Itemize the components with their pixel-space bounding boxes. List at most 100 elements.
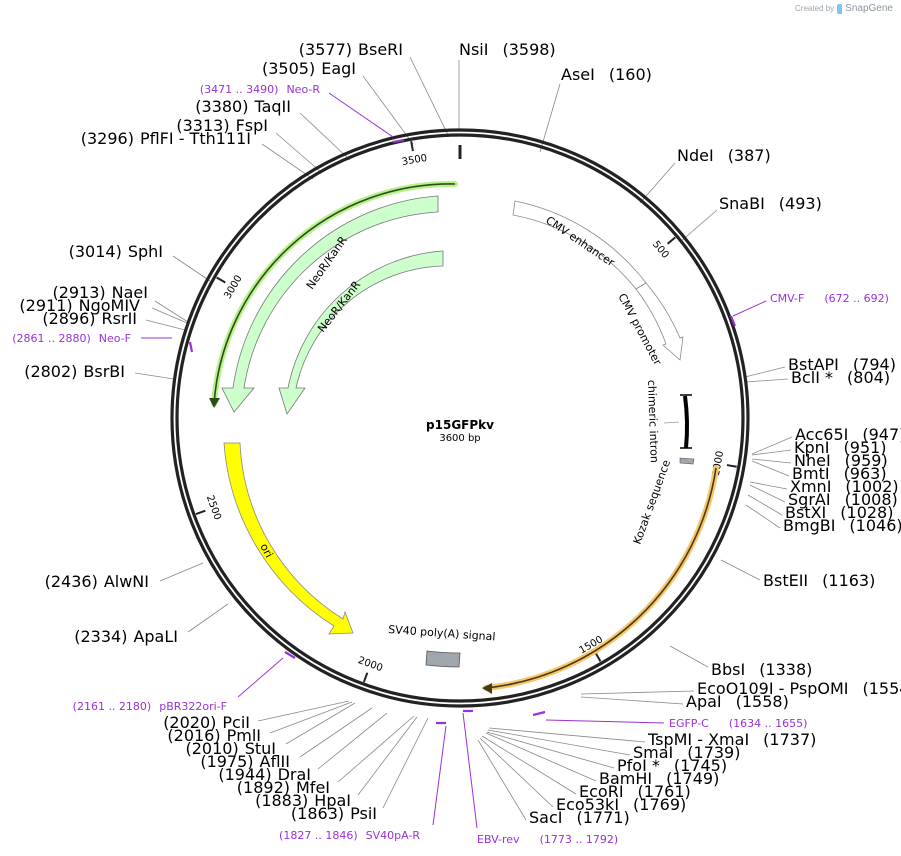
feature-neor-highlight[interactable] — [209, 180, 458, 408]
restriction-site-pcii[interactable]: (2020) PciI — [163, 713, 250, 732]
primer-egfp-c[interactable]: EGFP-C (1634 .. 1655) — [532, 710, 807, 730]
restriction-site-eco53ki[interactable]: Eco53kI (1769) — [556, 795, 686, 814]
feature-ori[interactable]: ori — [223, 442, 354, 635]
tick-mark — [726, 464, 737, 468]
restriction-site-pfoi-[interactable]: PfoI * (1745) — [617, 756, 727, 775]
site-label: (2334) ApaLI — [74, 627, 178, 646]
restriction-site-nhei[interactable]: NheI (959) — [794, 451, 888, 470]
site-leader-line — [487, 729, 631, 756]
plasmid-backbone — [170, 128, 750, 708]
plasmid-name: p15GFPkv — [426, 418, 494, 432]
restriction-site-smai[interactable]: SmaI (1739) — [633, 743, 740, 762]
restriction-site-tspmi-xmai[interactable]: TspMI - XmaI (1737) — [647, 730, 816, 749]
primer-pbr322ori-f[interactable]: (2161 .. 2180) pBR322ori-F — [73, 651, 296, 713]
restriction-site-kpni[interactable]: KpnI (951) — [794, 438, 887, 457]
site-leader-line — [669, 645, 709, 668]
restriction-site-sphi[interactable]: (3014) SphI — [69, 242, 163, 261]
tick-mark — [594, 652, 602, 662]
restriction-site-apai[interactable]: ApaI (1558) — [686, 692, 789, 711]
feature-kozak-sequence[interactable]: Kozak sequence — [631, 457, 695, 546]
restriction-site-bmti[interactable]: BmtI (963) — [792, 464, 887, 483]
feature-sv40-polya[interactable]: SV40 poly(A) signal — [388, 623, 496, 668]
restriction-site-alwni[interactable]: (2436) AlwNI — [45, 572, 149, 591]
feature-cmv-enhancer[interactable]: CMV enhancer — [512, 200, 647, 290]
restriction-site-sgrai[interactable]: SgrAI (1008) — [788, 490, 898, 509]
primer-leader-line — [237, 657, 284, 698]
site-label: (1863) PsiI — [291, 804, 377, 823]
restriction-site-hpai[interactable]: (1883) HpaI — [255, 791, 351, 810]
leader-lines — [134, 56, 793, 821]
restriction-site-psii[interactable]: (1863) PsiI — [291, 804, 377, 823]
site-label: (3577) BseRI — [299, 40, 403, 59]
restriction-site-ngomiv[interactable]: (2911) NgoMIV — [19, 296, 140, 315]
site-leader-line — [749, 484, 786, 503]
feature-egfp-highlight[interactable] — [482, 465, 719, 694]
feature-chimeric-intron[interactable]: chimeric intron — [645, 380, 692, 463]
restriction-site-bseri[interactable]: (3577) BseRI — [299, 40, 403, 59]
primer-binding-mark-icon — [392, 138, 405, 144]
restriction-site-mfei[interactable]: (1892) MfeI — [237, 778, 330, 797]
site-label: SacI (1771) — [529, 808, 630, 827]
restriction-site-saci[interactable]: SacI (1771) — [529, 808, 630, 827]
site-label: (2010) StuI — [186, 739, 277, 758]
primer-cmv-f[interactable]: CMV-F (672 .. 692) — [729, 292, 889, 327]
site-leader-line — [261, 143, 314, 180]
site-label: NheI (959) — [794, 451, 888, 470]
primer-neo-r[interactable]: (3471 .. 3490) Neo-R — [200, 83, 405, 144]
restriction-site-naei[interactable]: (2913) NaeI — [52, 283, 148, 302]
site-label: PfoI * (1745) — [617, 756, 727, 775]
restriction-site-bsteii[interactable]: BstEII (1163) — [763, 571, 875, 590]
egfp-arrowhead-icon — [482, 683, 492, 694]
restriction-site-bbsi[interactable]: BbsI (1338) — [711, 660, 812, 679]
feature-neor-kanr-outer[interactable]: NeoR/KanR — [221, 195, 439, 413]
primer-binding-mark-icon — [532, 710, 546, 717]
restriction-site-nsii[interactable]: NsiI (3598) — [459, 40, 556, 59]
restriction-site-bamhi[interactable]: BamHI (1749) — [599, 769, 719, 788]
restriction-site-ecori[interactable]: EcoRI (1761) — [579, 782, 691, 801]
restriction-site-bcli-[interactable]: BclI * (804) — [791, 368, 890, 387]
restriction-site-bsrbi[interactable]: (2802) BsrBI — [24, 362, 125, 381]
site-label: (1944) DraI — [218, 765, 311, 784]
primer-sv40pa-r[interactable]: (1827 .. 1846) SV40pA-R — [279, 721, 447, 842]
site-leader-line — [745, 378, 789, 383]
primer-markers: CMV-F (672 .. 692) EGFP-C (1634 .. 1655) EBV… — [12, 83, 889, 846]
restriction-site-taqii[interactable]: (3380) TaqII — [195, 97, 291, 116]
primer-label: (2861 .. 2880) Neo-F — [12, 332, 131, 345]
restriction-site-pflfi-tth111i[interactable]: (3296) PflFI - Tth111I — [81, 129, 251, 148]
site-leader-line — [751, 436, 793, 455]
site-label: BbsI (1338) — [711, 660, 812, 679]
site-label: (1883) HpaI — [255, 791, 351, 810]
restriction-site-rsrii[interactable]: (2896) RsrII — [42, 309, 137, 328]
site-leader-line — [580, 696, 684, 705]
primer-label: (2161 .. 2180) pBR322ori-F — [73, 700, 227, 713]
primer-ebv-rev[interactable]: EBV-rev (1773 .. 1792) — [462, 709, 618, 846]
restriction-site-pmli[interactable]: (2016) PmlI — [167, 726, 261, 745]
restriction-site-aflii[interactable]: (1975) AflII — [200, 752, 290, 771]
neor-kanr-label-inner: NeoR/KanR — [315, 278, 363, 335]
restriction-site-apali[interactable]: (2334) ApaLI — [74, 627, 178, 646]
restriction-site-eagi[interactable]: (3505) EagI — [262, 59, 356, 78]
primer-label: EBV-rev (1773 .. 1792) — [477, 833, 618, 846]
primer-neo-f[interactable]: (2861 .. 2880) Neo-F — [12, 332, 194, 353]
restriction-site-snabi[interactable]: SnaBI (493) — [719, 194, 822, 213]
site-label: (2436) AlwNI — [45, 572, 149, 591]
feature-cmv-promoter[interactable]: CMV promoter — [615, 282, 684, 368]
site-leader-line — [751, 458, 792, 464]
restriction-site-ndei[interactable]: NdeI (387) — [677, 146, 771, 165]
restriction-site-bstxi[interactable]: BstXI (1028) — [785, 503, 893, 522]
feature-neor-kanr-inner[interactable]: NeoR/KanR — [278, 250, 444, 415]
restriction-site-fspi[interactable]: (3313) FspI — [176, 116, 268, 135]
site-leader-line — [720, 559, 761, 581]
site-label: (2020) PciI — [163, 713, 250, 732]
site-label: Acc65I(947) — [795, 425, 901, 444]
restriction-site-bmgbi[interactable]: BmgBI (1046) — [783, 516, 901, 535]
restriction-site-stui[interactable]: (2010) StuI — [186, 739, 277, 758]
restriction-site-ecoo109i-pspomi[interactable]: EcoO109I - PspOMI(1554) — [697, 679, 901, 698]
restriction-site-acc65i[interactable]: Acc65I(947) — [795, 425, 901, 444]
restriction-site-xmni[interactable]: XmnI (1002) — [790, 477, 899, 496]
restriction-site-drai[interactable]: (1944) DraI — [218, 765, 311, 784]
restriction-site-asei[interactable]: AseI (160) — [561, 65, 652, 84]
site-leader-line — [357, 716, 418, 796]
restriction-site-bstapi[interactable]: BstAPI (794) — [788, 355, 896, 374]
plasmid-length: 3600 bp — [439, 433, 481, 444]
